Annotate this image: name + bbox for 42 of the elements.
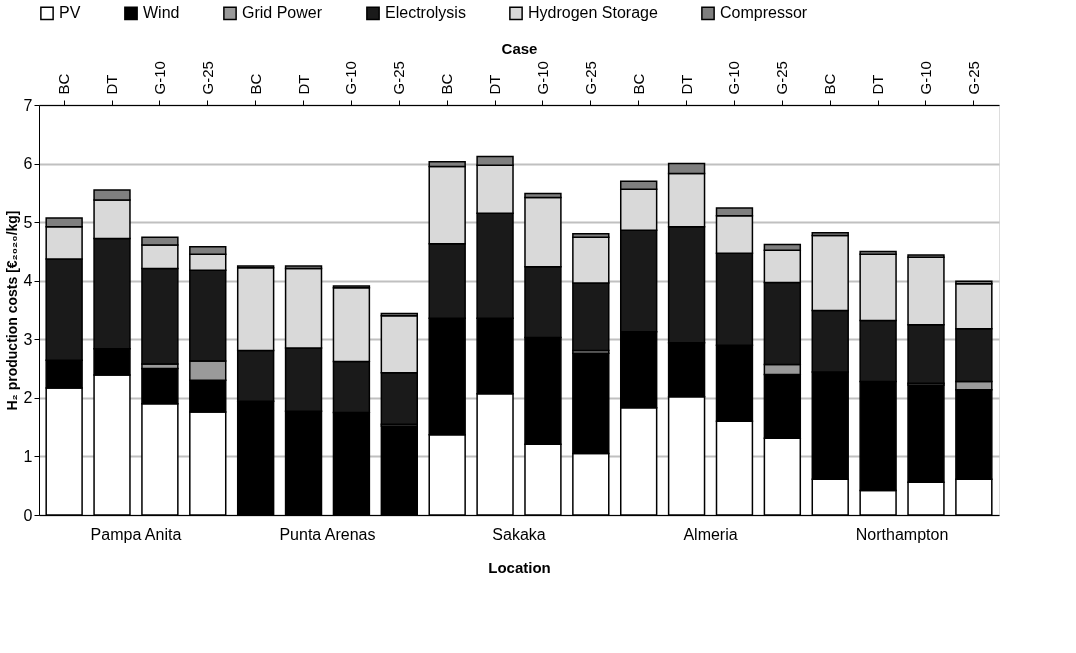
x-tick-label: G-10 xyxy=(725,61,743,95)
x-tick-label: BC xyxy=(438,73,456,95)
text: Punta Arenas xyxy=(279,526,376,543)
x-tick-label: DT xyxy=(677,74,695,95)
legend-label: Wind xyxy=(143,4,180,22)
legend-label: Grid Power xyxy=(242,4,323,22)
y-tick-label: 1 xyxy=(23,447,33,465)
x2-axis-title: Case xyxy=(501,40,538,58)
y-tick-label: 7 xyxy=(23,96,33,114)
x-tick-label: G-10 xyxy=(533,61,551,95)
x-tick-label: G-25 xyxy=(390,61,408,95)
x-tick-label: DT xyxy=(294,74,312,95)
x-axis-title: Location xyxy=(488,558,551,576)
x-tick-label: BC xyxy=(821,73,839,95)
y-axis-title: H₂ production costs [€₂₀₂₀/kg] xyxy=(3,210,20,411)
legend-label: PV xyxy=(59,4,81,22)
text: Almeria xyxy=(683,526,738,543)
x-tick-label: G-10 xyxy=(342,61,360,95)
x-tick-label: BC xyxy=(55,73,73,95)
x-tick-label: G-25 xyxy=(581,61,599,95)
x-tick-label: G-25 xyxy=(964,61,982,95)
legend-label: Hydrogen Storage xyxy=(528,4,658,22)
x-tick-label: DT xyxy=(869,74,887,95)
y-tick-label: 3 xyxy=(23,330,33,348)
y-tick-label: 5 xyxy=(23,213,33,231)
x-tick-label: G-25 xyxy=(198,61,216,95)
x-tick-label: BC xyxy=(629,73,647,95)
x-tick-label: DT xyxy=(103,74,121,95)
text: Pampa Anita xyxy=(90,526,182,543)
y-tick-label: 6 xyxy=(23,155,33,173)
x-tick-label: G-10 xyxy=(916,61,934,95)
legend-label: Compressor xyxy=(720,4,808,22)
x-tick-label: DT xyxy=(486,74,504,95)
legend-label: Electrolysis xyxy=(385,4,466,22)
x-tick-label: G-25 xyxy=(773,61,791,95)
y-tick-label: 2 xyxy=(23,389,33,407)
y-tick-label: 4 xyxy=(23,272,33,290)
text: Northampton xyxy=(855,526,949,543)
text: Sakaka xyxy=(492,526,546,543)
x-tick-label: G-10 xyxy=(150,61,168,95)
x-tick-label: BC xyxy=(246,73,264,95)
y-tick-label: 0 xyxy=(23,506,33,524)
